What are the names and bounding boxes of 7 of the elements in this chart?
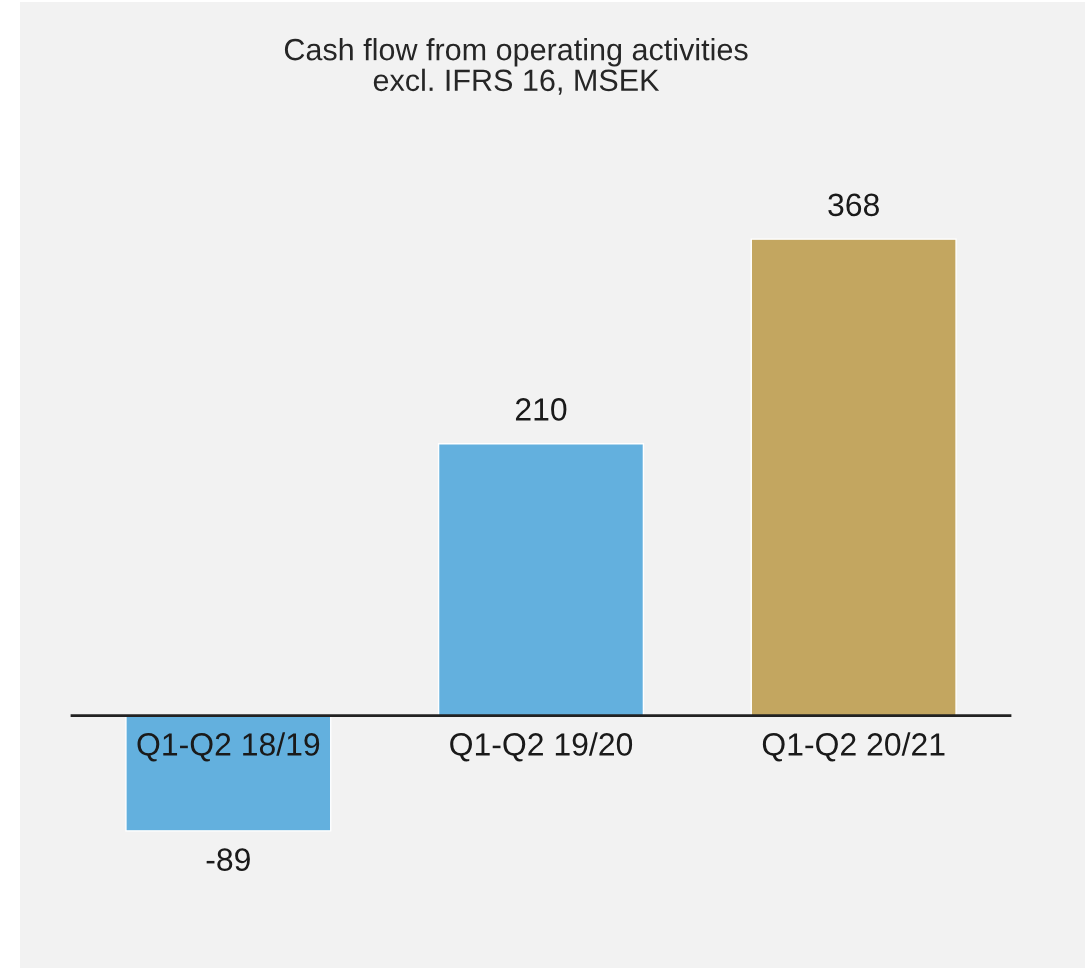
x-tick-label: Q1-Q2 20/21 <box>762 732 945 762</box>
data-label: 368 <box>828 193 879 217</box>
data-label: -89 <box>206 848 250 871</box>
chart-title: Cash flow from operating activities excl. IFRS 16, MSEK <box>284 38 748 95</box>
data-label: 210 <box>515 398 567 421</box>
x-tick-label: Q1-Q2 19/20 <box>450 732 633 762</box>
x-tick-label: Q1-Q2 18/19 <box>137 732 320 762</box>
